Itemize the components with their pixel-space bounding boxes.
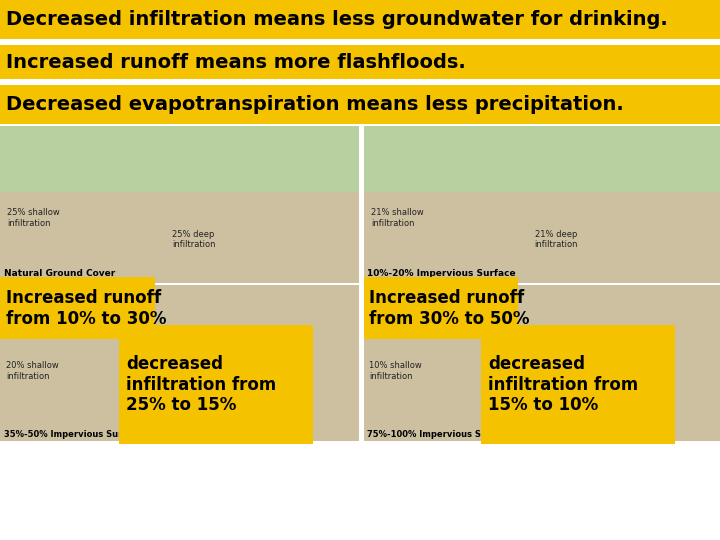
Text: 10%-20% Impervious Surface: 10%-20% Impervious Surface xyxy=(367,269,516,279)
Bar xyxy=(0,126,359,192)
Text: Decreased evapotranspiration means less precipitation.: Decreased evapotranspiration means less … xyxy=(6,95,624,114)
Bar xyxy=(0,0,720,39)
Text: decreased
infiltration from
25% to 15%: decreased infiltration from 25% to 15% xyxy=(126,355,276,414)
Bar xyxy=(0,45,720,79)
Bar xyxy=(0,278,155,340)
Text: 25% shallow
infiltration: 25% shallow infiltration xyxy=(7,208,60,228)
Text: 75%-100% Impervious Surface: 75%-100% Impervious Surface xyxy=(367,430,511,438)
Text: 20% shallow
infiltration: 20% shallow infiltration xyxy=(6,361,58,381)
Text: Increased runoff
from 30% to 50%: Increased runoff from 30% to 50% xyxy=(369,289,530,328)
Text: Increased runoff means more flashfloods.: Increased runoff means more flashfloods. xyxy=(6,52,466,72)
Text: 21% deep
infiltration: 21% deep infiltration xyxy=(535,230,578,249)
Text: 10% shallow
infiltration: 10% shallow infiltration xyxy=(369,361,422,381)
Bar xyxy=(481,325,675,444)
Bar xyxy=(364,192,720,283)
Bar xyxy=(119,325,313,444)
Bar xyxy=(0,285,359,441)
Bar xyxy=(364,285,720,441)
Bar xyxy=(0,192,359,283)
Text: 21% shallow
infiltration: 21% shallow infiltration xyxy=(371,208,423,228)
Bar xyxy=(0,85,720,124)
Bar xyxy=(364,278,518,340)
Text: Natural Ground Cover: Natural Ground Cover xyxy=(4,269,115,279)
Text: Decreased infiltration means less groundwater for drinking.: Decreased infiltration means less ground… xyxy=(6,10,667,29)
Text: decreased
infiltration from
15% to 10%: decreased infiltration from 15% to 10% xyxy=(488,355,639,414)
Text: 25% deep
infiltration: 25% deep infiltration xyxy=(173,230,216,249)
Bar xyxy=(364,126,720,192)
Text: Increased runoff
from 10% to 30%: Increased runoff from 10% to 30% xyxy=(6,289,166,328)
Text: 35%-50% Impervious Surface: 35%-50% Impervious Surface xyxy=(4,430,142,438)
